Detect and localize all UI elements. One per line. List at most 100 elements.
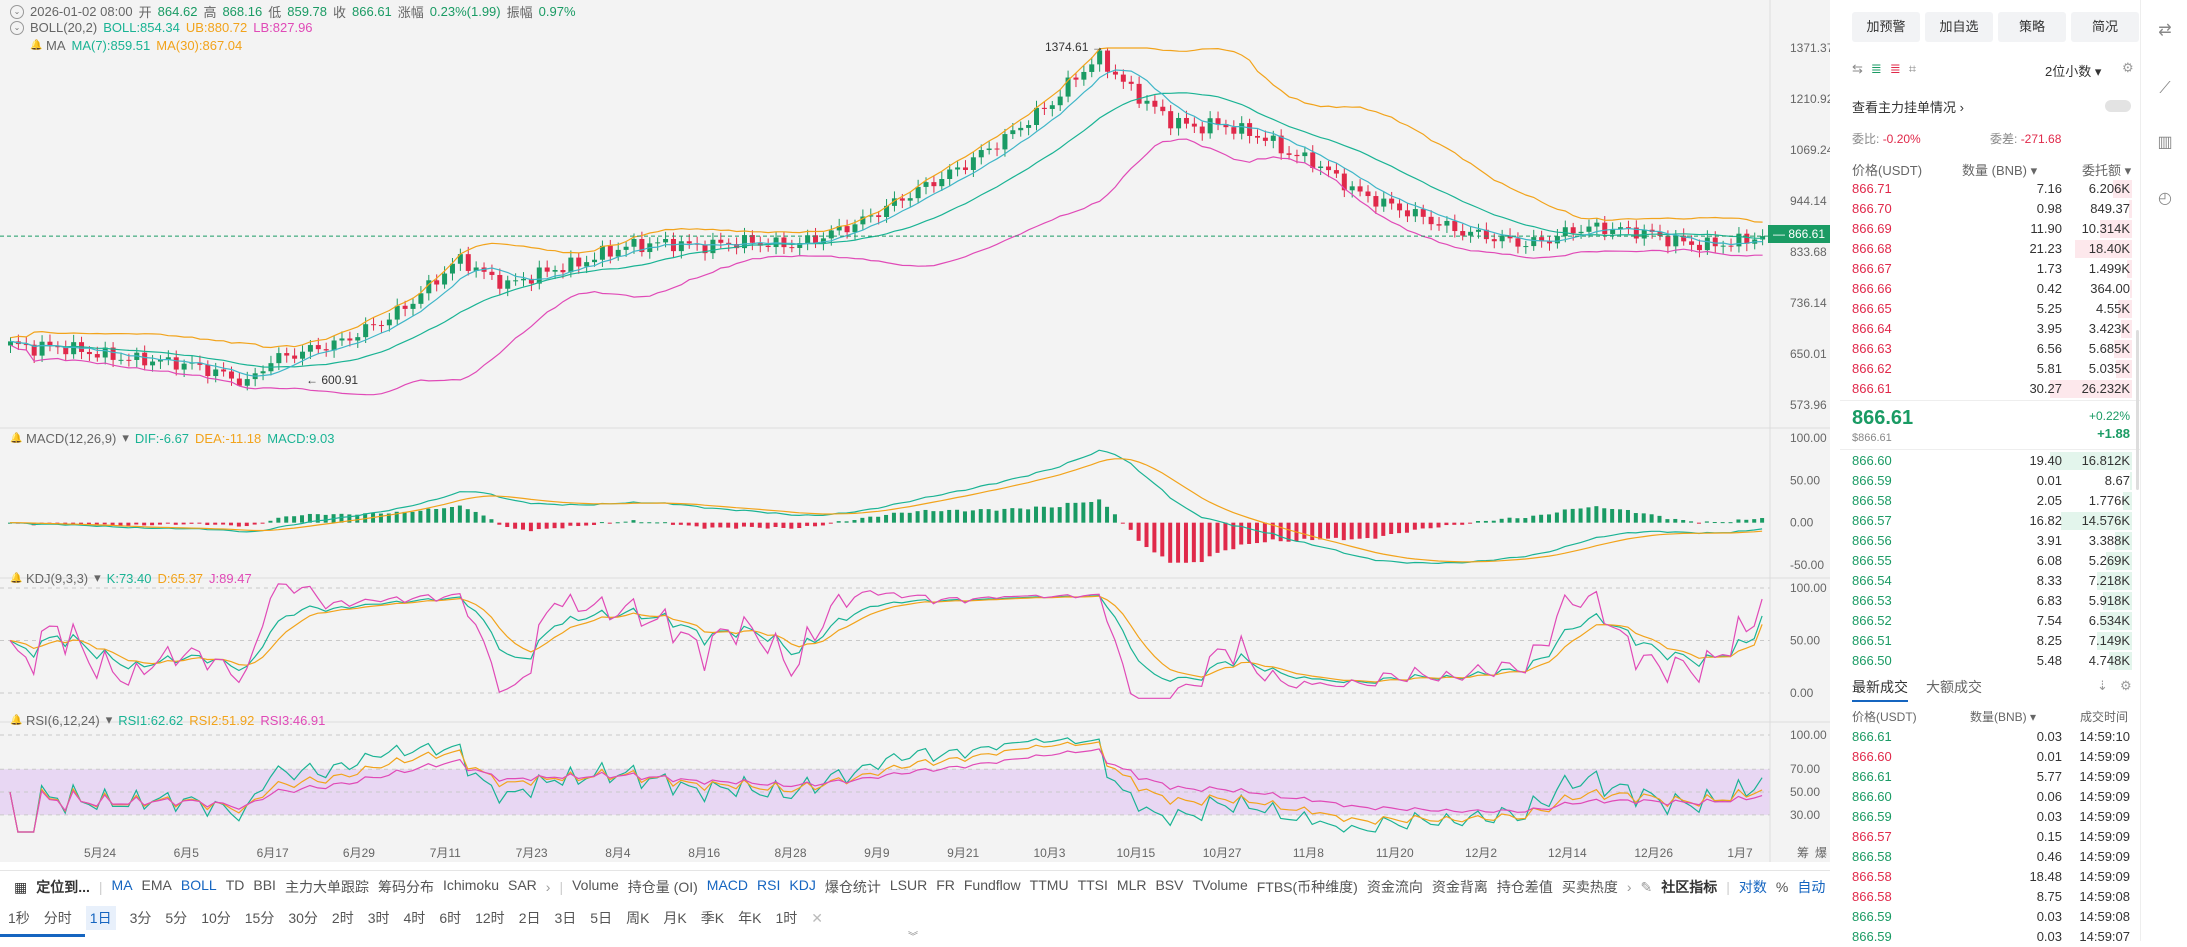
bid-row[interactable]: 866.52 7.54 6.534K xyxy=(1840,611,2140,631)
history-icon[interactable]: ◴ xyxy=(2158,190,2172,207)
timeframe-option[interactable]: 分时 xyxy=(43,910,72,926)
bid-row[interactable]: 866.56 3.91 3.388K xyxy=(1840,531,2140,551)
dropdown-icon[interactable]: ▾ xyxy=(105,712,113,727)
sub-indicator[interactable]: BSV xyxy=(1155,877,1184,893)
timeframe-option[interactable]: 5分 xyxy=(165,910,188,926)
indicator-bbi[interactable]: BBI xyxy=(253,877,276,893)
trades-qty-header[interactable]: 数量(BNB) ▾ xyxy=(1970,710,2037,724)
sub-indicator[interactable]: 资金背离 xyxy=(1431,879,1488,895)
locate-button[interactable]: 定位到... xyxy=(36,879,90,895)
depth-icon[interactable]: ⌗ xyxy=(1908,61,1925,76)
sub-indicator[interactable]: FR xyxy=(936,877,955,893)
ask-row[interactable]: 866.66 0.42 364.00 xyxy=(1840,279,2140,299)
timeframe-option[interactable]: 4时 xyxy=(403,910,426,926)
collapse-icon[interactable]: ⌄ xyxy=(10,4,24,19)
bid-row[interactable]: 866.54 8.33 7.218K xyxy=(1840,571,2140,591)
kline-chart[interactable]: 1371.37 1210.92 1069.24 944.14 833.68 736.14 6… xyxy=(0,0,1830,862)
bid-row[interactable]: 866.60 19.40 16.812K xyxy=(1840,451,2140,471)
indicator-td[interactable]: TD xyxy=(225,877,245,893)
timeframe-option[interactable]: 1时 xyxy=(775,910,798,926)
timeframe-option[interactable]: 年K xyxy=(738,910,762,926)
timeframe-option[interactable]: 3时 xyxy=(367,910,390,926)
sub-indicator[interactable]: Volume xyxy=(572,877,619,893)
main-orders-link[interactable]: 查看主力挂单情况 › xyxy=(1852,100,1964,115)
dropdown-icon[interactable]: ▾ xyxy=(94,570,101,585)
indicator-主力大单跟踪[interactable]: 主力大单跟踪 xyxy=(284,879,369,895)
timeframe-option[interactable]: 3分 xyxy=(129,910,152,926)
bid-row[interactable]: 866.50 5.48 4.748K xyxy=(1840,651,2140,671)
sub-indicator[interactable]: KDJ xyxy=(789,877,816,893)
ask-row[interactable]: 866.69 11.90 10.314K xyxy=(1840,219,2140,239)
sub-indicator[interactable]: FTBS(币种维度) xyxy=(1256,879,1358,895)
collapse-icon[interactable]: ⌄ xyxy=(10,20,24,35)
timeframe-option[interactable]: 5日 xyxy=(590,910,613,926)
close-icon[interactable]: ✕ xyxy=(811,909,823,926)
sub-indicator[interactable]: 持仓量 (OI) xyxy=(627,879,698,895)
bid-row[interactable]: 866.59 0.01 8.67 xyxy=(1840,471,2140,491)
ask-row[interactable]: 866.64 3.95 3.423K xyxy=(1840,319,2140,339)
timeframe-option[interactable]: 30分 xyxy=(288,910,318,926)
add-favorite-button[interactable]: 加自选 xyxy=(1925,12,1993,42)
timeframe-option[interactable]: 周K xyxy=(626,910,650,926)
auto-scale-toggle[interactable]: 自动 xyxy=(1797,879,1826,895)
decimals-select[interactable]: 2位小数 ▾ xyxy=(2045,64,2102,79)
timeframe-option[interactable]: 1秒 xyxy=(8,910,30,926)
timeframe-option[interactable]: 2时 xyxy=(331,910,354,926)
orderbook-total-header[interactable]: 委托额 ▾ xyxy=(2082,163,2132,178)
timeframe-option[interactable]: 季K xyxy=(700,910,725,926)
indicator-sar[interactable]: SAR xyxy=(507,877,537,893)
orderbook-qty-header[interactable]: 数量 (BNB) ▾ xyxy=(1962,163,2038,178)
sub-indicator[interactable]: Fundflow xyxy=(963,877,1021,893)
indicator-筹码分布[interactable]: 筹码分布 xyxy=(377,879,434,895)
chevron-right-icon[interactable]: › xyxy=(1626,879,1632,895)
sub-indicator[interactable]: MLR xyxy=(1116,877,1147,893)
bell-icon[interactable]: 🔔 xyxy=(10,572,23,584)
timeframe-option[interactable]: 2日 xyxy=(518,910,541,926)
chevron-right-icon[interactable]: › xyxy=(545,879,551,895)
sub-indicator[interactable]: MACD xyxy=(706,877,749,893)
ask-row[interactable]: 866.65 5.25 4.55K xyxy=(1840,299,2140,319)
collapse-handle-icon[interactable]: ︾ xyxy=(908,932,918,943)
sub-indicator[interactable]: LSUR xyxy=(889,877,928,893)
ask-row[interactable]: 866.71 7.16 6.206K xyxy=(1840,179,2140,199)
timeframe-option[interactable]: 12时 xyxy=(475,910,505,926)
timeframe-option[interactable]: 1日 xyxy=(85,906,116,930)
indicator-ma[interactable]: MA xyxy=(111,877,133,893)
orderbook-scrollbar[interactable] xyxy=(2136,330,2139,490)
dropdown-icon[interactable]: ▾ xyxy=(122,430,129,445)
timeframe-option[interactable]: 3日 xyxy=(554,910,577,926)
filter-icon[interactable]: ⇣ xyxy=(2097,678,2108,693)
timeframe-option[interactable]: 10分 xyxy=(201,910,231,926)
community-indicators-button[interactable]: 社区指标 xyxy=(1661,879,1718,895)
log-scale-toggle[interactable]: 对数 xyxy=(1738,879,1767,895)
bid-row[interactable]: 866.53 6.83 5.918K xyxy=(1840,591,2140,611)
ask-row[interactable]: 866.61 30.27 26.232K xyxy=(1840,379,2140,399)
sub-indicator[interactable]: 资金流向 xyxy=(1366,879,1423,895)
bell-icon[interactable]: 🔔 xyxy=(30,40,43,51)
bid-row[interactable]: 866.51 8.25 7.149K xyxy=(1840,631,2140,651)
sub-indicator[interactable]: TTSI xyxy=(1077,877,1108,893)
ask-row[interactable]: 866.63 6.56 5.685K xyxy=(1840,339,2140,359)
bell-icon[interactable]: 🔔 xyxy=(10,432,23,444)
ask-row[interactable]: 866.68 21.23 18.40K xyxy=(1840,239,2140,259)
percent-toggle[interactable]: % xyxy=(1775,879,1789,895)
both-sides-icon[interactable]: ⇆ xyxy=(1852,61,1871,76)
add-alert-button[interactable]: 加预警 xyxy=(1852,12,1920,42)
overview-button[interactable]: 简况 xyxy=(2071,12,2139,42)
orderbook-view-icons[interactable]: ⇆≣≣⌗ xyxy=(1852,61,1924,77)
timeframe-option[interactable]: 月K xyxy=(663,910,687,926)
ask-row[interactable]: 866.70 0.98 849.37 xyxy=(1840,199,2140,219)
exchange-icon[interactable]: ⇄ xyxy=(2158,22,2172,39)
bid-row[interactable]: 866.55 6.08 5.269K xyxy=(1840,551,2140,571)
calendar-icon[interactable]: ▦ xyxy=(14,878,28,895)
ask-row[interactable]: 866.62 5.81 5.035K xyxy=(1840,359,2140,379)
indicator-boll[interactable]: BOLL xyxy=(180,877,217,893)
indicator-ichimoku[interactable]: Ichimoku xyxy=(442,877,499,893)
sub-indicator[interactable]: RSI xyxy=(757,877,781,893)
strategy-button[interactable]: 策略 xyxy=(1998,12,2066,42)
bar-chart-icon[interactable]: ▥ xyxy=(2157,134,2173,151)
sub-indicator[interactable]: TVolume xyxy=(1192,877,1248,893)
bids-only-icon[interactable]: ≣ xyxy=(1870,61,1890,76)
sub-indicator[interactable]: 买卖热度 xyxy=(1561,879,1618,895)
sub-indicator[interactable]: 持仓差值 xyxy=(1496,879,1553,895)
